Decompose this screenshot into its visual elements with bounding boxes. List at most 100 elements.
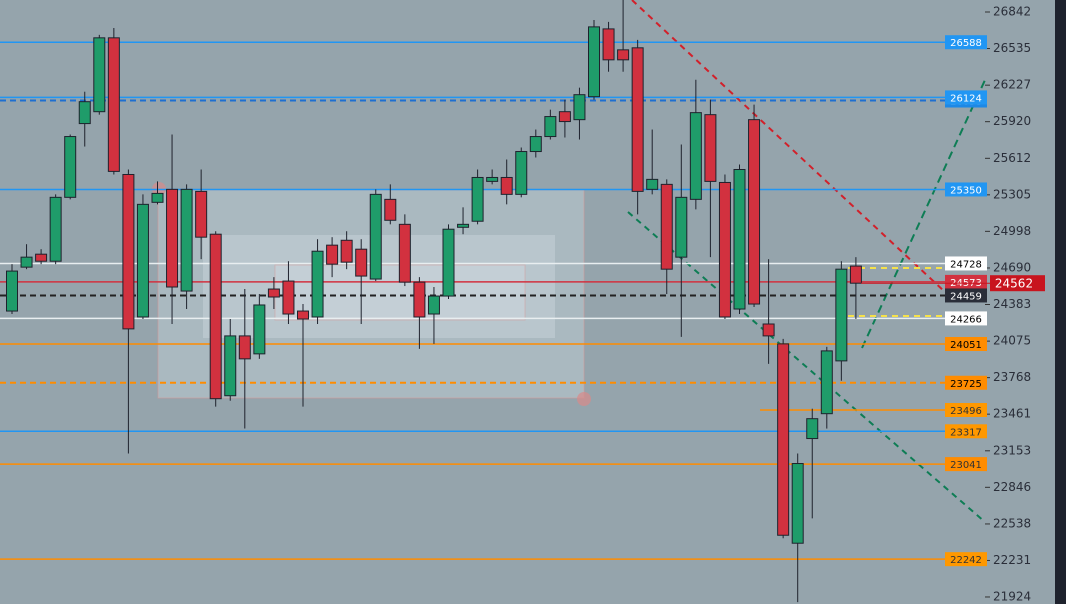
candle-body	[646, 178, 659, 190]
level-label-bg	[945, 182, 987, 197]
handle	[577, 392, 591, 406]
level-label-bg	[945, 424, 987, 439]
candle-body	[515, 151, 528, 195]
candle-body	[340, 239, 353, 263]
candle-body	[413, 281, 426, 318]
candle-body	[107, 37, 120, 172]
candle-body	[369, 193, 382, 280]
candle-body	[602, 28, 615, 61]
level-label: 24051	[950, 340, 982, 351]
y-tick-label: 23153	[993, 443, 1031, 457]
candle-body	[195, 190, 208, 238]
level-label-bg	[945, 90, 987, 105]
level-label: 24728	[950, 259, 982, 270]
y-tick-label: 26842	[993, 5, 1031, 19]
candle-body	[136, 203, 149, 318]
candle-body	[791, 463, 804, 544]
candle-body	[224, 335, 237, 397]
level-labels: 2658826098261242535024728245732445924266…	[861, 35, 1045, 567]
y-tick-label: 24075	[993, 334, 1031, 348]
candle-body	[500, 176, 513, 195]
level-label: 25350	[950, 185, 982, 196]
y-tick-label: 25305	[993, 187, 1031, 201]
candle-body	[675, 196, 688, 258]
candle-body	[384, 198, 397, 221]
candle-body	[64, 136, 77, 198]
candle-body	[282, 280, 295, 315]
candle-body	[20, 256, 33, 268]
level-label: 23041	[950, 460, 982, 471]
y-tick-label: 24998	[993, 224, 1031, 238]
candle-body	[471, 176, 484, 222]
y-tick-label: 26535	[993, 41, 1031, 55]
candle-body	[78, 101, 91, 125]
level-label: 26588	[950, 38, 982, 49]
candle-body	[35, 253, 48, 262]
y-tick-label: 24690	[993, 260, 1031, 274]
candle-body	[689, 112, 702, 200]
candle-body	[6, 270, 18, 312]
candle-body	[718, 181, 731, 318]
y-tick-label: 25920	[993, 114, 1031, 128]
candle-body	[820, 350, 833, 415]
candle-body	[529, 136, 542, 153]
y-tick-label: 22538	[993, 516, 1031, 530]
candle-body	[326, 244, 339, 265]
candle-body	[486, 176, 499, 182]
y-tick-label: 23768	[993, 370, 1031, 384]
candle-body	[849, 265, 862, 284]
price-axis: 26842 26535 26227 25920 25612 25305 24998 24690…	[985, 5, 1031, 603]
candle-body	[762, 323, 775, 337]
candle-body	[777, 343, 790, 536]
candle-body	[733, 168, 746, 310]
candle-body	[238, 335, 251, 360]
candle-body	[748, 119, 761, 305]
level-label-bg	[945, 311, 987, 326]
level-label-bg	[945, 256, 987, 271]
candle-body	[355, 248, 368, 277]
candle-body	[835, 268, 848, 362]
last-price-label: 24562	[995, 277, 1033, 291]
candle-body	[253, 304, 266, 355]
y-tick-label: 25612	[993, 151, 1031, 165]
level-label-bg	[945, 457, 987, 472]
candle-body	[617, 49, 630, 61]
candle-body	[457, 223, 470, 228]
candle-body	[704, 114, 717, 182]
candle-body	[588, 26, 600, 98]
candle-body	[311, 250, 324, 318]
level-label: 23496	[950, 406, 982, 417]
y-tick-label: 22846	[993, 480, 1031, 494]
candle-body	[558, 111, 571, 123]
candle-body	[267, 288, 280, 298]
candle-body	[544, 116, 557, 138]
level-label: 24459	[950, 291, 982, 302]
candle-body	[93, 37, 106, 113]
candle-body	[151, 192, 164, 203]
level-label: 22242	[950, 555, 982, 566]
y-tick-label: 23461	[993, 407, 1031, 421]
candles	[6, 0, 862, 603]
trend-line	[861, 79, 986, 349]
level-label: 23725	[950, 379, 982, 390]
candle-body	[427, 295, 440, 315]
candle-body	[398, 223, 411, 283]
level-label: 23317	[950, 427, 982, 438]
edge-strip	[1055, 0, 1066, 604]
candle-body	[631, 47, 644, 192]
level-label-bg	[945, 375, 987, 390]
y-tick-label: 21924	[993, 589, 1031, 603]
candle-body	[660, 183, 673, 270]
candle-body	[806, 418, 819, 440]
candle-body	[166, 188, 179, 288]
candle-body	[49, 196, 62, 262]
level-label-bg	[945, 35, 987, 50]
y-tick-label: 22231	[993, 553, 1031, 567]
y-tick-label: 24383	[993, 297, 1031, 311]
y-tick-label: 26227	[993, 78, 1031, 92]
candle-body	[209, 233, 222, 400]
level-label-bg	[945, 403, 987, 418]
level-label-bg	[945, 288, 987, 303]
